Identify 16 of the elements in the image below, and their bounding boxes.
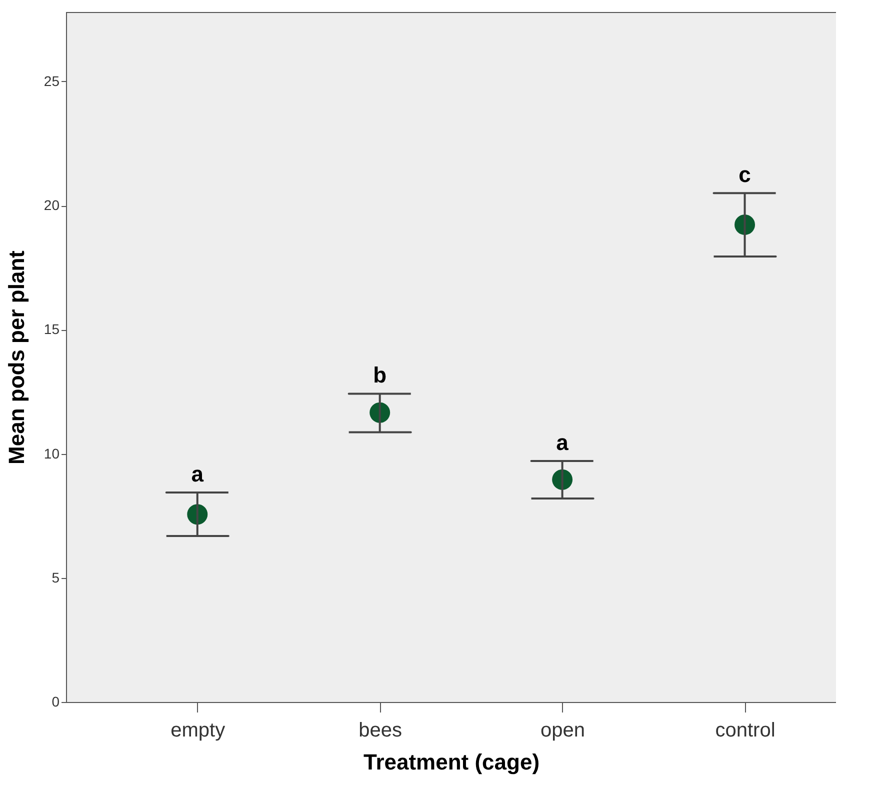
y-tick-label: 5 (52, 569, 60, 586)
x-tick-label: control (715, 720, 776, 742)
y-tick-label: 0 (52, 694, 60, 710)
annotation: b (373, 362, 387, 388)
annotation: a (556, 430, 570, 455)
annotation: a (191, 462, 204, 487)
y-tick-label: 10 (44, 445, 60, 462)
x-tick-label: empty (170, 720, 226, 742)
x-tick-label: bees (358, 720, 402, 742)
x-axis-title: Treatment (cage) (363, 750, 540, 774)
y-tick-label: 15 (44, 321, 60, 338)
annotation: c (738, 162, 751, 188)
x-tick-label: open (540, 720, 586, 742)
y-tick-label: 25 (44, 72, 60, 89)
y-axis-title: Mean pods per plant (4, 250, 29, 464)
y-tick-label: 20 (44, 197, 60, 214)
